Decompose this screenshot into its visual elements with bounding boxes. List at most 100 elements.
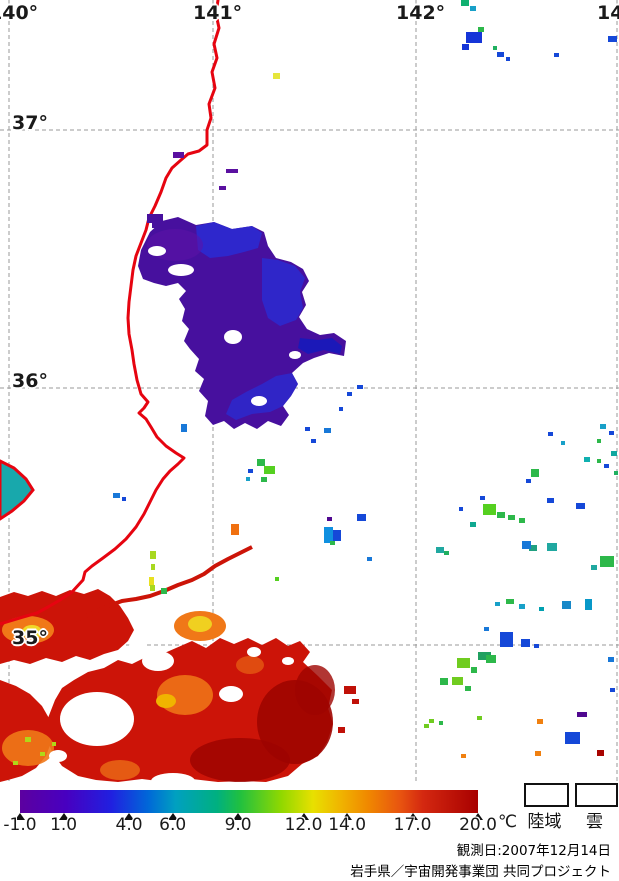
sst-pixel (534, 644, 539, 648)
latitude-label: 35° (12, 627, 48, 649)
colorbar-tick-marker (233, 813, 244, 820)
sst-pixel (149, 577, 154, 586)
sst-pixel (508, 515, 515, 520)
sst-pixel (52, 742, 56, 746)
sst-pixel (486, 655, 496, 663)
sst-pixel (548, 432, 553, 436)
speck-layer (13, 0, 618, 765)
grid-layer (0, 0, 619, 782)
colorbar-tick-label: -1.0 (3, 815, 37, 835)
sst-pixel (609, 431, 614, 435)
colorbar-tick-label: 6.0 (159, 815, 187, 835)
legend-box-cloud (575, 783, 618, 807)
sst-pixel (436, 547, 444, 553)
colorbar-tick-marker (473, 813, 483, 820)
sst-pixel (357, 514, 366, 521)
lake-area (0, 459, 35, 521)
sst-pixel (152, 222, 160, 228)
sst-pixel (246, 477, 250, 481)
sst-pixel (470, 522, 476, 527)
longitude-label: 142° (396, 2, 446, 24)
sst-pixel (477, 716, 482, 720)
longitude-label: 141° (193, 2, 243, 24)
sst-pixel (333, 530, 341, 541)
latitude-label: 36° (12, 370, 48, 392)
sst-pixel (519, 604, 525, 609)
legend-label-cloud: 雲 (586, 812, 603, 832)
sst-pixel (466, 32, 482, 43)
sst-map (0, 0, 619, 782)
sst-pixel (576, 503, 585, 509)
sst-pixel (547, 498, 554, 503)
sst-pixel (327, 517, 332, 521)
sst-pixel (470, 6, 476, 11)
sst-pixel (484, 627, 489, 631)
sst-pixel (584, 457, 590, 462)
sst-pixel (305, 427, 310, 431)
sst-pixel (457, 658, 470, 668)
colorbar-tick-label: 12.0 (284, 815, 323, 835)
sst-pixel (261, 477, 267, 482)
sst-pixel (480, 496, 485, 500)
sst-pixel (113, 493, 120, 498)
colorbar-tick-marker (167, 813, 178, 820)
sst-pixel (150, 551, 156, 559)
cold-water-mass (138, 217, 346, 429)
sst-pixel (547, 543, 557, 551)
sst-pixel (465, 686, 471, 691)
legend-label-land: 陸域 (527, 812, 562, 832)
observation-date-text: 観測日:2007年12月14日 (456, 843, 611, 859)
sst-pixel (478, 27, 484, 32)
colorbar-tick-marker (298, 813, 309, 820)
sst-pixel (275, 577, 279, 581)
sst-pixel (459, 507, 463, 511)
sst-pixel (248, 469, 253, 473)
sst-pixel (562, 601, 571, 609)
sst-pixel (539, 607, 544, 611)
sst-pixel (497, 52, 504, 57)
sst-pixel (597, 439, 601, 443)
sst-pixel (147, 214, 163, 223)
sst-pixel (338, 727, 345, 733)
sst-pixel (264, 466, 275, 474)
colorbar-tick-label: 17.0 (393, 815, 432, 835)
sst-pixel (440, 678, 448, 685)
sst-pixel (600, 556, 614, 567)
sst-pixel (531, 469, 539, 477)
sst-pixel (444, 551, 449, 555)
temperature-colorbar (20, 790, 478, 813)
sst-pixel (535, 751, 541, 756)
sst-pixel (614, 471, 618, 475)
colorbar-tick-label: 20.0 (459, 815, 497, 835)
coastline (0, 0, 221, 626)
legend-box-land (524, 783, 569, 807)
sst-pixel (604, 464, 609, 468)
sst-pixel (529, 545, 537, 551)
sst-pixel (597, 750, 604, 756)
sst-pixel (461, 754, 466, 758)
colorbar-tick-marker (124, 813, 135, 820)
sst-pixel (324, 428, 331, 433)
longitude-label: 143° (597, 2, 619, 24)
sst-pixel (461, 0, 469, 6)
sst-pixel (311, 439, 316, 443)
sst-pixel (367, 557, 372, 561)
sst-pixel (561, 441, 565, 445)
colorbar-tick-marker (407, 813, 418, 820)
sst-pixel (231, 524, 239, 535)
colorbar-tick-marker (15, 813, 25, 820)
sst-pixel (506, 599, 514, 604)
sst-pixel (181, 424, 187, 432)
colorbar-tick-label: 1.0 (50, 815, 78, 835)
sst-pixel (478, 652, 491, 660)
sst-pixel (226, 169, 238, 173)
sst-pixel (173, 152, 184, 158)
sst-pixel (483, 504, 496, 515)
sst-pixel (577, 712, 587, 717)
sst-pixel (611, 451, 617, 456)
sst-pixel (352, 699, 359, 704)
longitude-label: 140° (0, 2, 39, 24)
sst-pixel (462, 44, 469, 50)
sst-pixel (519, 518, 525, 523)
